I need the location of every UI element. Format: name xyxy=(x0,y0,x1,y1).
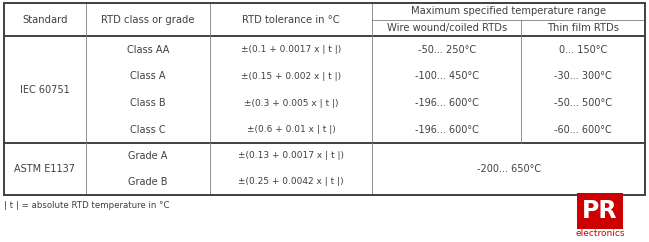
Text: Grade A: Grade A xyxy=(128,151,167,161)
Text: -196... 600°C: -196... 600°C xyxy=(415,125,479,135)
Text: RTD class or grade: RTD class or grade xyxy=(101,15,195,25)
Text: -50... 250°C: -50... 250°C xyxy=(418,45,476,55)
Text: -196... 600°C: -196... 600°C xyxy=(415,98,479,108)
Text: Class A: Class A xyxy=(130,71,165,81)
Text: PR: PR xyxy=(582,199,618,223)
Text: -200... 650°C: -200... 650°C xyxy=(476,164,541,174)
Text: Class AA: Class AA xyxy=(127,45,169,55)
Text: RTD tolerance in °C: RTD tolerance in °C xyxy=(242,15,340,25)
Text: IEC 60751: IEC 60751 xyxy=(20,85,70,95)
Text: ±(0.25 + 0.0042 x | t |): ±(0.25 + 0.0042 x | t |) xyxy=(238,177,344,187)
Text: ±(0.6 + 0.01 x | t |): ±(0.6 + 0.01 x | t |) xyxy=(247,125,336,134)
Text: Class C: Class C xyxy=(130,125,165,135)
Text: Class B: Class B xyxy=(130,98,165,108)
Text: -50... 500°C: -50... 500°C xyxy=(554,98,612,108)
Text: Maximum specified temperature range: Maximum specified temperature range xyxy=(411,6,606,16)
Text: Grade B: Grade B xyxy=(128,177,167,187)
Text: ASTM E1137: ASTM E1137 xyxy=(14,164,75,174)
Text: Standard: Standard xyxy=(22,15,67,25)
Text: electronics: electronics xyxy=(575,228,625,237)
Bar xyxy=(4,3,645,195)
Text: ±(0.3 + 0.005 x | t |): ±(0.3 + 0.005 x | t |) xyxy=(244,98,338,107)
Text: -60... 600°C: -60... 600°C xyxy=(554,125,612,135)
Text: 0... 150°C: 0... 150°C xyxy=(559,45,607,55)
Text: ±(0.1 + 0.0017 x | t |): ±(0.1 + 0.0017 x | t |) xyxy=(241,45,341,54)
Text: Thin film RTDs: Thin film RTDs xyxy=(547,23,619,33)
Text: -100... 450°C: -100... 450°C xyxy=(415,71,479,81)
Text: -30... 300°C: -30... 300°C xyxy=(554,71,612,81)
Text: Wire wound/coiled RTDs: Wire wound/coiled RTDs xyxy=(387,23,507,33)
Bar xyxy=(577,193,623,229)
Text: ±(0.13 + 0.0017 x | t |): ±(0.13 + 0.0017 x | t |) xyxy=(238,151,344,160)
Text: ±(0.15 + 0.002 x | t |): ±(0.15 + 0.002 x | t |) xyxy=(241,72,341,81)
Text: | t | = absolute RTD temperature in °C: | t | = absolute RTD temperature in °C xyxy=(4,201,169,210)
